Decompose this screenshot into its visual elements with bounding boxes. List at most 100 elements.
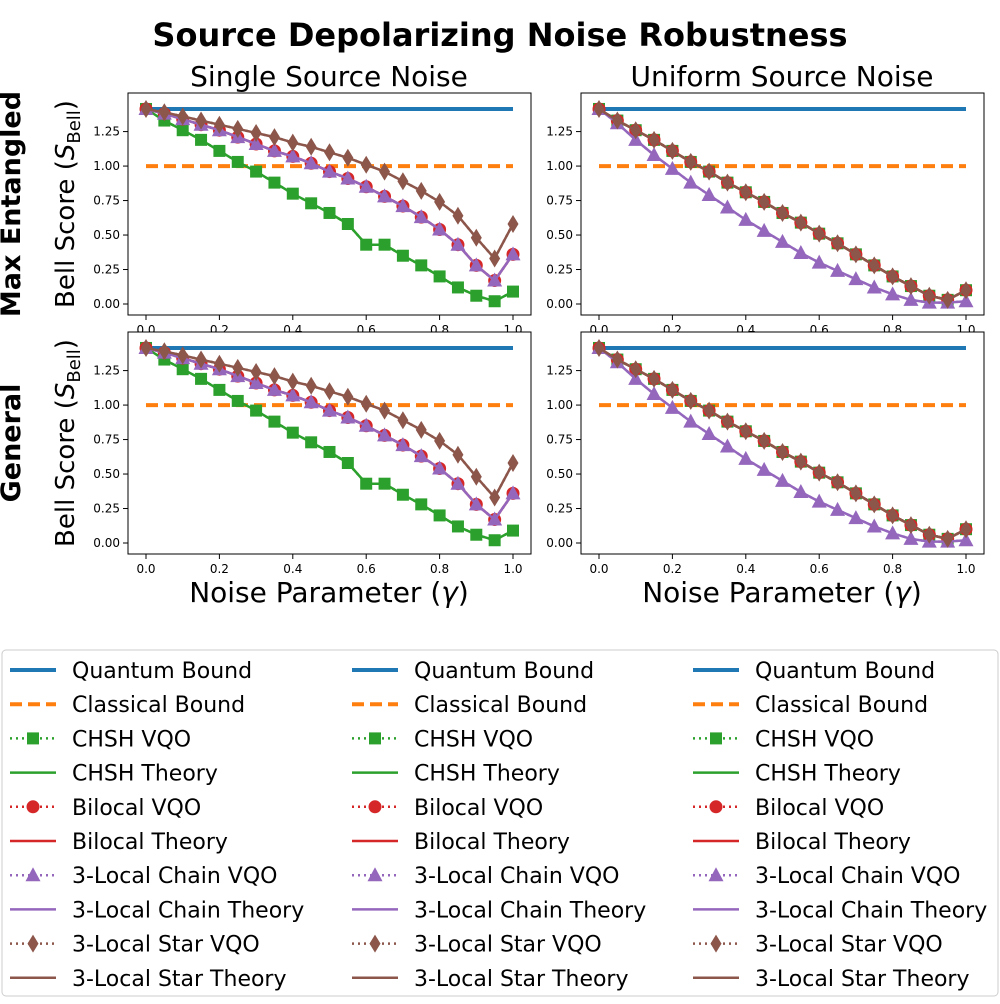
legend-entry-3-local-chain-vqo: 3-Local Chain VQO	[693, 864, 960, 889]
3-local-chain-vqo-point	[413, 209, 429, 224]
3-local-chain-vqo-point	[248, 375, 264, 389]
3-local-star-vqo-point	[470, 228, 482, 247]
chsh-vqo-point	[451, 281, 464, 294]
3-local-star-vqo-point	[397, 172, 409, 191]
legend-label: 3-Local Chain Theory	[414, 898, 646, 923]
legend-label: Bilocal Theory	[414, 830, 570, 855]
3-local-star-vqo-point	[195, 111, 207, 130]
3-local-star-vqo-point	[268, 128, 280, 147]
3-local-chain-vqo-point	[756, 222, 772, 237]
y-tick-label: 0.50	[93, 228, 120, 242]
3-local-chain-vqo-point	[266, 142, 282, 157]
legend-entry-classical-bound: Classical Bound	[693, 693, 928, 718]
3-local-star-vqo-point	[813, 463, 825, 482]
legend-entry-bilocal-theory: Bilocal Theory	[10, 830, 228, 855]
3-local-star-vqo-point	[960, 281, 972, 300]
chsh-vqo-point	[195, 372, 208, 385]
3-local-chain-vqo-point	[885, 525, 901, 540]
3-local-star-vqo-point	[177, 346, 189, 365]
chsh-vqo-point	[488, 295, 501, 308]
legend-entry-chsh-vqo: CHSH VQO	[352, 727, 533, 752]
3-local-chain-vqo-point	[719, 438, 735, 453]
chsh-vqo-point	[360, 238, 373, 251]
3-local-star-vqo-point	[379, 401, 391, 420]
3-local-star-vqo-point	[740, 422, 752, 441]
y-tick-label: 0.50	[546, 467, 573, 481]
series-3-local-star-vqo	[140, 99, 519, 268]
legend-entry-3-local-star-vqo: 3-Local Star VQO	[10, 933, 260, 958]
y-tick-label: 0.00	[546, 297, 573, 311]
chsh-vqo-point	[305, 197, 318, 210]
legend-label: CHSH VQO	[72, 727, 191, 752]
subplots: 0.0 0.2 0.4 0.6 0.8 1.0 0.00 0.25 0.50 0.75 1.00 1.…	[93, 92, 985, 576]
3-local-chain-vqo-point	[285, 148, 301, 163]
y-tick-label: 0.75	[546, 433, 573, 447]
3-local-star-vqo-point	[611, 350, 623, 369]
legend-label: 3-Local Star VQO	[72, 933, 260, 958]
3-local-star-vqo-point	[593, 338, 605, 357]
chsh-vqo-point	[268, 415, 281, 428]
legend-marker	[26, 800, 40, 814]
3-local-star-vqo-point	[960, 520, 972, 539]
3-local-star-vqo-point	[305, 376, 317, 395]
3-local-chain-vqo-point	[903, 530, 919, 545]
3-local-star-vqo-point	[195, 350, 207, 369]
legend-label: Quantum Bound	[414, 659, 594, 684]
y-tick-label: 1.25	[93, 364, 120, 378]
3-local-chain-vqo-point	[830, 501, 846, 516]
3-local-star-vqo-point	[850, 484, 862, 503]
legend-entry-3-local-star-theory: 3-Local Star Theory	[10, 967, 287, 992]
3-local-star-vqo-point	[666, 380, 678, 399]
legend-label: CHSH Theory	[755, 762, 901, 787]
legend-label: Quantum Bound	[755, 659, 935, 684]
3-local-star-vqo-point	[758, 431, 770, 450]
chsh-vqo-point	[415, 259, 428, 272]
y-tick-label: 0.00	[93, 536, 120, 550]
3-local-chain-vqo-point	[395, 437, 411, 452]
plot-area	[591, 338, 974, 548]
legend-label: 3-Local Star VQO	[414, 933, 602, 958]
3-local-star-vqo-point	[648, 130, 660, 149]
3-local-chain-vqo-point	[322, 402, 337, 417]
legend-label: CHSH Theory	[72, 762, 218, 787]
3-local-chain-vqo-point	[738, 450, 754, 465]
legend-marker	[27, 934, 39, 953]
legend-entry-3-local-chain-vqo: 3-Local Chain VQO	[352, 864, 619, 889]
chsh-vqo-point	[268, 176, 281, 189]
legend-label: Classical Bound	[755, 693, 928, 718]
3-local-chain-vqo-point	[793, 244, 809, 259]
3-local-chain-vqo-point	[866, 518, 882, 533]
3-local-chain-vqo-point	[487, 272, 503, 287]
chsh-vqo-point	[195, 133, 208, 146]
3-local-star-vqo-point	[777, 442, 788, 461]
legend-entry-quantum-bound: Quantum Bound	[10, 659, 252, 684]
legend-label: CHSH VQO	[755, 727, 874, 752]
3-local-star-vqo-point	[434, 431, 446, 450]
x-tick-label: 0.0	[136, 562, 155, 576]
3-local-star-vqo-point	[666, 141, 678, 160]
3-local-chain-vqo-point	[358, 178, 374, 193]
3-local-star-vqo-point	[305, 137, 317, 156]
3-local-star-vqo-point	[905, 277, 917, 296]
legend-entry-3-local-star-vqo: 3-Local Star VQO	[693, 933, 943, 958]
legend-marker	[708, 867, 724, 882]
legend-label: Bilocal VQO	[755, 796, 884, 821]
x-axis-label-right: Noise Parameter (γ)	[642, 576, 922, 609]
y-tick-label: 1.00	[546, 159, 573, 173]
3-local-star-vqo-point	[415, 420, 427, 439]
3-local-chain-vqo-point	[450, 475, 466, 490]
3-local-chain-vqo-point	[664, 160, 680, 175]
chsh-vqo-point	[286, 187, 299, 200]
3-local-star-vqo-point	[507, 454, 519, 472]
3-local-chain-vqo-point	[664, 399, 680, 414]
chsh-vqo-point	[378, 238, 391, 251]
legend-entry-quantum-bound: Quantum Bound	[352, 659, 594, 684]
legend-entry-3-local-star-theory: 3-Local Star Theory	[693, 967, 970, 992]
3-local-star-vqo-point	[795, 452, 807, 471]
3-local-star-vqo-point	[887, 506, 899, 525]
x-tick-label: 0.8	[430, 562, 449, 576]
legend-marker	[369, 732, 381, 745]
3-local-star-vqo-point	[593, 99, 605, 118]
legend-entry-chsh-theory: CHSH Theory	[352, 762, 560, 787]
